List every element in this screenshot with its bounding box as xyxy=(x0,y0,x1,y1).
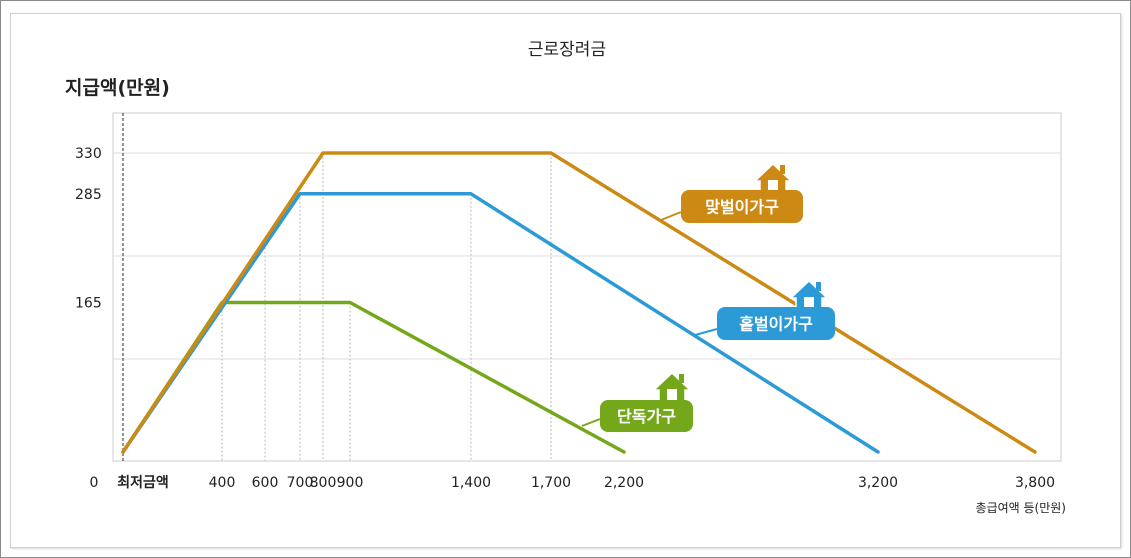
badge-pointer xyxy=(660,211,682,221)
guide-lines xyxy=(122,113,552,461)
y-tick-label: 330 xyxy=(75,146,102,162)
origin-label: 0 xyxy=(90,475,99,491)
axis-labels: 근로장려금 지급액(만원) 총급여액 등(만원) 0 최저금액 400 600 70… xyxy=(65,40,1066,515)
x-tick-label: 1,400 xyxy=(451,475,491,491)
x-tick-label: 3,200 xyxy=(858,475,898,491)
legend-badge xyxy=(717,307,835,340)
house-icon xyxy=(652,371,692,402)
x-tick-label: 2,200 xyxy=(604,475,644,491)
legend-badge xyxy=(600,400,693,432)
x-tick-label: 700 xyxy=(287,475,314,491)
badge-pointer xyxy=(581,418,601,427)
legend-label: 단독가구 xyxy=(617,407,676,426)
x-tick-label: 800 xyxy=(310,475,337,491)
y-tick-label: 285 xyxy=(75,187,102,203)
house-icon xyxy=(789,279,829,310)
legend-label: 맞벌이가구 xyxy=(705,198,779,217)
series-group xyxy=(121,151,1037,454)
x-tick-label: 400 xyxy=(209,475,236,491)
chart-title: 근로장려금 xyxy=(528,40,606,60)
x-tick-label: 600 xyxy=(252,475,279,491)
house-icon xyxy=(753,162,793,193)
x-axis-label: 총급여액 등(만원) xyxy=(976,501,1066,515)
legend-badge xyxy=(681,190,803,223)
x-tick-label: 900 xyxy=(337,475,364,491)
x-tick-label: 3,800 xyxy=(1015,475,1055,491)
y-tick-label: 165 xyxy=(75,296,102,312)
x-tick-label: 1,700 xyxy=(531,475,571,491)
grid xyxy=(113,152,1061,360)
series-line xyxy=(121,192,880,454)
badge-pointer xyxy=(694,328,718,336)
series-line xyxy=(121,151,1037,454)
x-start-label: 최저금액 xyxy=(117,474,169,491)
legend-label: 홑벌이가구 xyxy=(739,315,813,334)
plot-area xyxy=(112,112,1062,462)
y-axis-label: 지급액(만원) xyxy=(65,77,170,99)
